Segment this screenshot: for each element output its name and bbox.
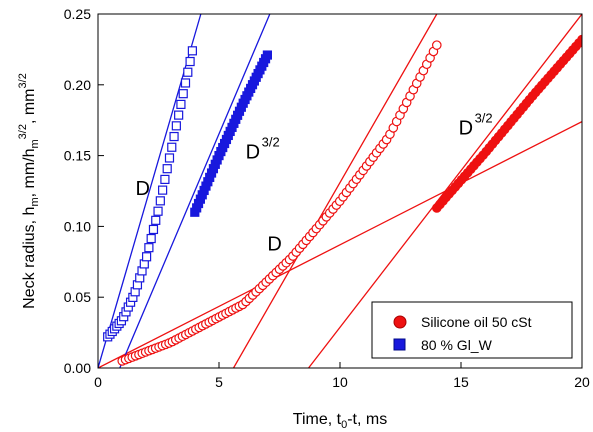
data-point [160,174,170,185]
fit-lines [98,14,582,368]
data-point [174,110,184,120]
regime-label: D [267,233,281,255]
data-markers [103,34,582,366]
data-point [167,142,177,152]
data-point [164,153,175,163]
data-point [180,78,191,88]
x-tick-label: 20 [574,374,590,390]
y-tick-label: 0.20 [64,77,91,93]
data-point [178,89,188,99]
legend: Silicone oil 50 cSt 80 % Gl_W [371,301,573,359]
data-point [169,131,179,142]
x-tick-label: 5 [215,374,223,390]
data-point [176,99,186,109]
y-tick-label: 0.25 [64,6,91,22]
y-tick-label: 0.10 [64,218,91,234]
data-point [153,206,163,216]
x-tick-label: 0 [94,374,102,390]
legend-label-glw: 80 % Gl_W [421,337,493,353]
y-tick-label: 0.05 [64,289,91,305]
legend-marker-glw [393,338,406,351]
data-point [431,40,442,50]
data-point [148,224,159,235]
data-point [162,164,172,174]
y-axis-title: Neck radius, hm, mm/hm3/2, mm3/2 [17,73,41,309]
regime-label: D [136,178,150,200]
x-tick-label: 15 [453,374,469,390]
data-point [262,50,272,60]
data-point [158,185,168,195]
y-tick-label: 0.00 [64,360,91,376]
fit-line [119,14,271,368]
data-point [144,243,154,253]
legend-marker-silicone [393,315,407,329]
axis-ticks: 0 5 10 15 20 0.00 0.05 0.10 0.15 0.20 0.25 [64,6,590,390]
data-point [146,233,156,244]
regime-label: D [459,117,473,139]
data-point [141,252,152,262]
fit-line [308,14,582,368]
regime-label: D [246,141,260,163]
regime-label-exponent: 3/2 [475,110,493,125]
data-point [183,67,193,77]
x-axis-title: Time, t0-t, ms [293,411,387,431]
y-tick-label: 0.15 [64,148,91,164]
fit-line [232,14,438,368]
regime-annotations: DD 3/2DD 3/2 [136,110,493,255]
data-point [155,196,165,206]
fit-line [98,121,582,368]
data-point [171,121,181,131]
regime-label-exponent: 3/2 [262,134,280,149]
legend-label-silicone: Silicone oil 50 cSt [421,314,532,330]
data-point [185,56,195,67]
x-tick-label: 10 [332,374,348,390]
data-point [187,46,197,56]
data-point [151,215,161,225]
